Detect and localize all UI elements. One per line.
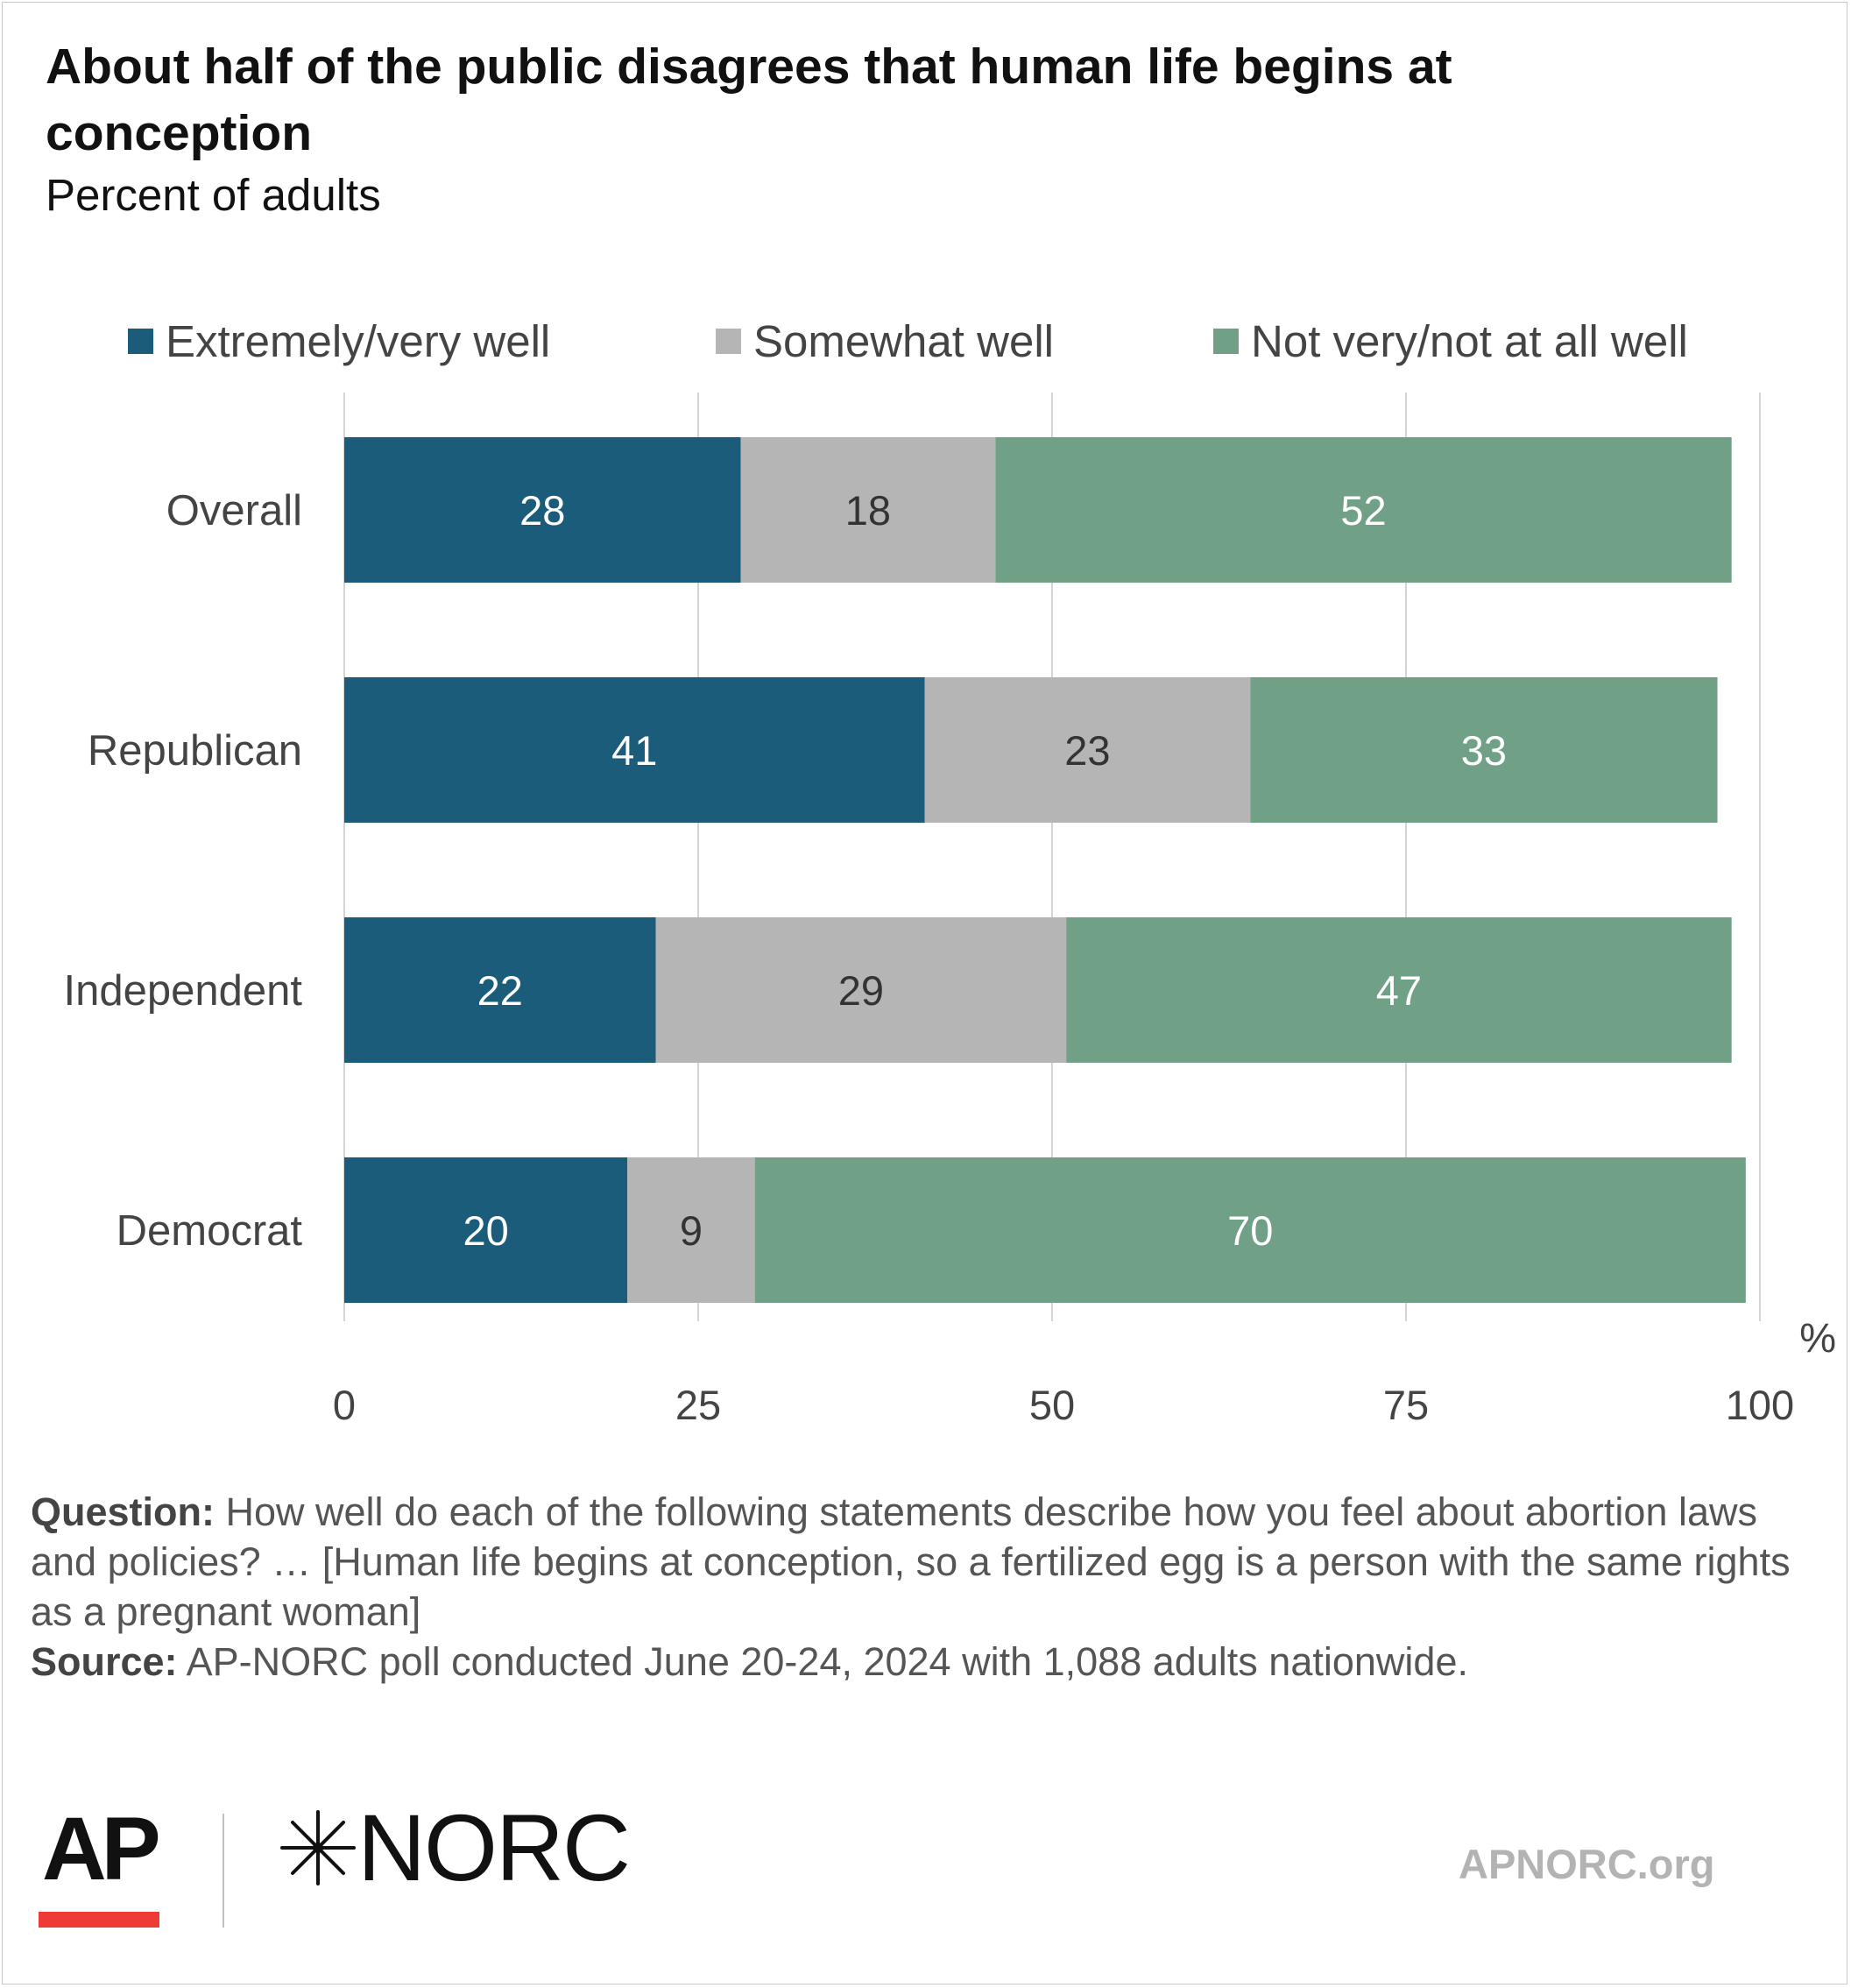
data-label-democrat-extremely-very-well: 20 <box>463 1207 508 1254</box>
legend: Extremely/very well Somewhat well Not ve… <box>0 315 1851 370</box>
legend-swatch-somewhat-well <box>716 329 741 354</box>
bar-overall-not-very-not-at-all-well <box>995 437 1732 583</box>
legend-item-not-very-well: Not very/not at all well <box>1213 315 1688 367</box>
question-label: Question: <box>31 1489 215 1534</box>
x-tick-label-75: 75 <box>1383 1382 1429 1428</box>
data-label-independent-extremely-very-well: 22 <box>477 967 523 1014</box>
x-tick-label-50: 50 <box>1029 1382 1075 1428</box>
bar-democrat-somewhat-well <box>627 1157 755 1303</box>
norc-star-icon <box>280 1810 356 1885</box>
chart-notes: Question: How well do each of the follow… <box>31 1487 1818 1687</box>
data-label-democrat-not-very-not-at-all-well: 70 <box>1227 1207 1273 1254</box>
norc-logo: NORC <box>357 1794 631 1900</box>
data-label-republican-somewhat-well: 23 <box>1064 727 1110 774</box>
question-note: Question: How well do each of the follow… <box>31 1487 1818 1637</box>
bar-independent-extremely-very-well <box>344 917 656 1063</box>
bar-republican-somewhat-well <box>924 677 1251 823</box>
legend-item-somewhat-well: Somewhat well <box>716 315 1054 367</box>
legend-swatch-not-very-well <box>1213 329 1239 354</box>
bar-overall-extremely-very-well <box>344 437 741 583</box>
bar-democrat-extremely-very-well <box>344 1157 628 1303</box>
data-label-democrat-somewhat-well: 9 <box>680 1207 703 1254</box>
category-label-independent: Independent <box>64 967 303 1015</box>
data-label-overall-somewhat-well: 18 <box>845 487 891 534</box>
category-label-republican: Republican <box>88 727 302 775</box>
bar-independent-somewhat-well <box>655 917 1067 1063</box>
data-label-independent-somewhat-well: 29 <box>838 967 884 1014</box>
x-unit-label: % <box>1799 1314 1836 1361</box>
question-text: How well do each of the following statem… <box>31 1489 1791 1634</box>
data-label-overall-extremely-very-well: 28 <box>519 487 565 534</box>
ap-logo: AP <box>42 1799 161 1899</box>
legend-swatch-extremely-very-well <box>128 329 153 354</box>
x-tick-label-0: 0 <box>333 1382 356 1428</box>
bar-republican-extremely-very-well <box>344 677 925 823</box>
legend-label-not-very-well: Not very/not at all well <box>1251 316 1688 366</box>
source-note: Source: AP-NORC poll conducted June 20-2… <box>31 1637 1818 1687</box>
logo-divider <box>223 1814 224 1928</box>
chart-subtitle: Percent of adults <box>46 170 381 220</box>
bar-democrat-not-very-not-at-all-well <box>754 1157 1746 1303</box>
data-label-republican-extremely-very-well: 41 <box>611 727 657 774</box>
legend-label-somewhat-well: Somewhat well <box>753 316 1054 366</box>
data-label-overall-not-very-not-at-all-well: 52 <box>1340 487 1386 534</box>
legend-item-extremely-very-well: Extremely/very well <box>128 315 550 367</box>
category-label-democrat: Democrat <box>117 1207 303 1255</box>
bar-overall-somewhat-well <box>740 437 996 583</box>
site-url: APNORC.org <box>1459 1841 1715 1887</box>
category-label-overall: Overall <box>166 487 302 534</box>
chart-title: About half of the public disagrees that … <box>46 39 1452 161</box>
x-tick-label-100: 100 <box>1726 1382 1794 1428</box>
data-label-independent-not-very-not-at-all-well: 47 <box>1376 967 1422 1014</box>
ap-logo-bar <box>39 1912 159 1928</box>
source-label: Source: <box>31 1639 178 1684</box>
data-label-republican-not-very-not-at-all-well: 33 <box>1461 727 1507 774</box>
stacked-bar-chart: 0 25 50 75 100% Overall 28 18 52 Republican 41 23 33… <box>64 393 1836 1428</box>
x-tick-label-25: 25 <box>675 1382 721 1428</box>
source-text: AP-NORC poll conducted June 20-24, 2024 … <box>177 1639 1468 1684</box>
bar-republican-not-very-not-at-all-well <box>1250 677 1718 823</box>
bar-independent-not-very-not-at-all-well <box>1066 917 1732 1063</box>
legend-label-extremely-very-well: Extremely/very well <box>166 316 551 366</box>
